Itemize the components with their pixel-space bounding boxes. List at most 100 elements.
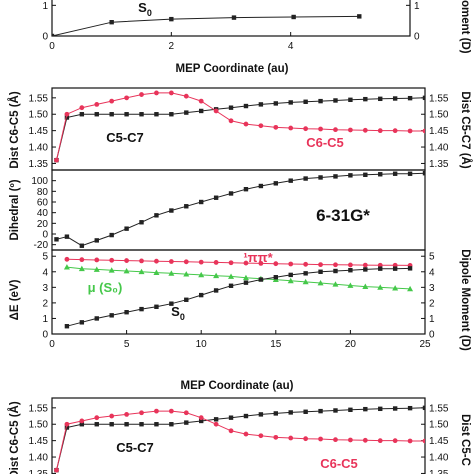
y-tick-label-right: 1.40 [429, 453, 449, 464]
data-point [288, 125, 294, 131]
data-point [154, 258, 159, 264]
data-point [407, 405, 413, 411]
data-point [422, 95, 425, 101]
data-point [303, 409, 308, 414]
data-point [273, 124, 279, 130]
data-point [303, 126, 309, 132]
data-point [198, 271, 205, 278]
data-point [213, 417, 219, 422]
panel-distances: Dist C6-C5 (Å) Dist C5-C7 (Å) 1.55 1.50 1.… [8, 87, 472, 171]
dist-ylabel-left: Dist C6-C5 (Å) [8, 91, 21, 168]
data-point [377, 284, 384, 290]
y-tick-label: 1.55 [29, 403, 49, 414]
energy-ylabel-right: Dipole Moment (D) [459, 249, 471, 351]
data-point [243, 187, 249, 192]
dist2-ylabel-right: Dist C5-C [459, 414, 471, 466]
data-point [139, 220, 144, 225]
data-point [273, 101, 278, 106]
data-point [139, 258, 144, 264]
data-point [392, 266, 398, 271]
data-point [79, 320, 85, 325]
data-point [79, 418, 85, 424]
plot-frame [51, 87, 426, 171]
data-point [54, 237, 59, 242]
data-point [288, 410, 293, 415]
data-point [79, 422, 85, 427]
data-point [79, 243, 85, 248]
data-point [64, 425, 70, 430]
data-point [363, 267, 368, 272]
data-point [79, 257, 85, 263]
data-point [108, 267, 115, 273]
data-point [377, 262, 383, 268]
y-tick-label-right: 3 [429, 283, 435, 294]
data-point [392, 406, 398, 411]
y-tick-label: 0 [42, 32, 48, 43]
data-point [228, 105, 234, 110]
plot-frame [51, 249, 426, 335]
data-point [213, 272, 220, 279]
data-point [168, 259, 174, 264]
energy-ylabel-left: ΔE (eV) [9, 279, 21, 320]
panel-distances-repeat: Dist C6-C5 (Å) Dist C5-C 1.55 1.50 1.45 1.4… [8, 397, 471, 474]
data-point [332, 281, 339, 287]
data-point [63, 264, 70, 270]
data-point [153, 269, 160, 275]
data-point [124, 310, 129, 315]
data-point [64, 234, 70, 239]
data-point [184, 110, 189, 115]
data-point [363, 406, 368, 412]
y-tick-label: 80 [37, 187, 49, 198]
y-tick-label: 20 [37, 219, 49, 230]
data-point [363, 96, 368, 102]
data-point [318, 175, 323, 180]
series-line [56, 172, 425, 247]
x-tick-label: 15 [270, 339, 282, 350]
data-point [273, 261, 279, 267]
data-point [52, 33, 55, 36]
data-point [228, 283, 234, 288]
x-tick-label: 25 [419, 339, 431, 350]
data-point [109, 112, 114, 117]
series-line [66, 266, 411, 290]
data-point [333, 127, 338, 133]
top-ylabel-right: Moment (D) [459, 0, 471, 54]
x-tick-label: 5 [124, 339, 130, 350]
data-point [109, 422, 114, 427]
data-point [378, 172, 383, 177]
data-point [154, 213, 159, 218]
data-point [109, 313, 114, 318]
annotation-s0: S0 [171, 304, 185, 322]
data-point [407, 95, 413, 101]
data-point [109, 98, 115, 104]
data-point [169, 16, 174, 22]
data-point [94, 422, 99, 427]
y-tick-label-right: 1.45 [429, 436, 449, 447]
series-line [56, 92, 425, 161]
data-point [169, 208, 174, 213]
data-point [242, 274, 249, 281]
y-tick-label: -20 [34, 240, 49, 251]
y-tick-label: 1.35 [29, 159, 49, 170]
data-point [333, 268, 338, 274]
y-tick-label-right: 2 [429, 298, 435, 309]
data-point [213, 421, 219, 427]
data-point [139, 92, 144, 97]
data-point [124, 258, 129, 263]
y-tick-label: 1 [42, 1, 48, 12]
annotation-c6c5: C6-C5 [306, 135, 344, 150]
series-group [63, 256, 414, 329]
y-tick-label: 1.45 [29, 436, 49, 447]
data-point [243, 260, 249, 266]
annotation-pipi: ¹ππ* [243, 250, 273, 265]
data-point [362, 127, 368, 133]
y-tick-label: 1 [42, 314, 48, 325]
data-point [422, 171, 425, 176]
data-point [288, 100, 293, 105]
y-tick-label-right: 1.55 [429, 403, 449, 414]
data-point [139, 112, 144, 117]
y-tick-label-right: 1 [414, 1, 420, 12]
x-tick-label: 10 [196, 339, 208, 350]
data-point [184, 297, 189, 302]
data-point [228, 428, 234, 434]
